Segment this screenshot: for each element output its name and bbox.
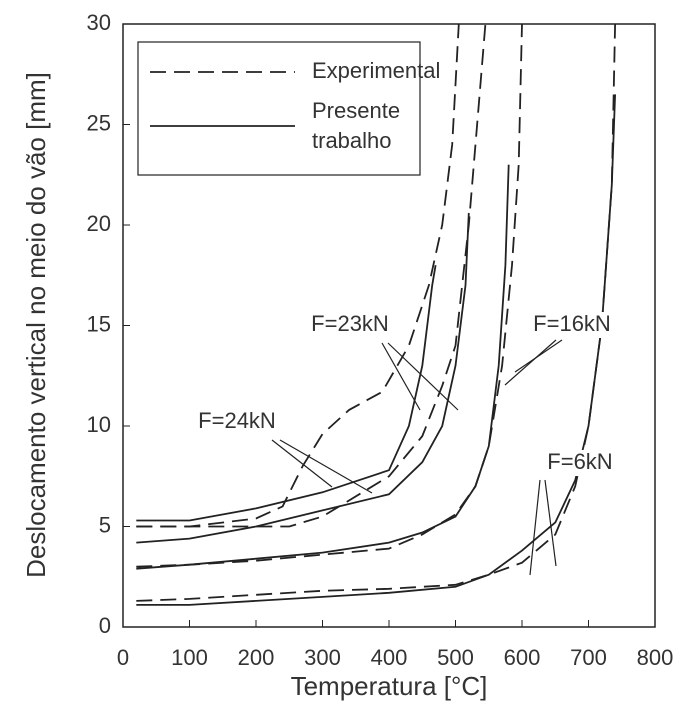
x-tick-label: 0 <box>117 645 129 670</box>
annotation-bg <box>187 409 287 435</box>
line <box>136 94 616 606</box>
y-tick-label: 0 <box>99 613 111 638</box>
x-tick-label: 200 <box>238 645 275 670</box>
annotation: F=16kN <box>533 311 611 336</box>
y-axis-label: Deslocamento vertical no meio do vão [mm… <box>21 72 51 578</box>
annotation-bg <box>530 450 630 476</box>
y-tick-label: 30 <box>87 10 111 35</box>
x-axis-label: Temperatura [°C] <box>291 671 488 701</box>
annotation-bg <box>300 312 400 338</box>
x-tick-label: 100 <box>171 645 208 670</box>
legend-box <box>137 41 421 176</box>
y-tick-label: 10 <box>87 412 111 437</box>
y-tick-label: 15 <box>87 311 111 336</box>
y-tick-label: 5 <box>99 512 111 537</box>
annotation-pointer <box>387 342 459 411</box>
line <box>136 23 523 568</box>
line <box>136 265 437 522</box>
legend-label: Experimental <box>312 58 440 83</box>
annotation-bg <box>522 312 622 338</box>
annotation-pointer <box>279 439 373 494</box>
x-tick-label: 700 <box>570 645 607 670</box>
annotation-pointer <box>529 479 541 576</box>
line <box>136 164 510 570</box>
x-tick-label: 600 <box>504 645 541 670</box>
annotation: F=6kN <box>547 449 612 474</box>
x-tick-label: 300 <box>304 645 341 670</box>
line <box>136 23 460 528</box>
y-tick-label: 20 <box>87 211 111 236</box>
annotation: F=24kN <box>198 408 276 433</box>
line <box>136 212 470 544</box>
annotation: F=23kN <box>311 311 389 336</box>
legend-label: Presente trabalho <box>312 98 401 153</box>
annotation-pointer <box>544 479 557 567</box>
annotation-pointer <box>271 439 333 488</box>
line <box>136 23 487 528</box>
x-tick-label: 500 <box>437 645 474 670</box>
annotation-pointer <box>504 339 557 386</box>
y-tick-label: 25 <box>87 110 111 135</box>
x-tick-label: 400 <box>371 645 408 670</box>
x-tick-label: 800 <box>637 645 674 670</box>
annotation-pointer <box>514 339 563 373</box>
annotation-pointer <box>381 342 421 411</box>
